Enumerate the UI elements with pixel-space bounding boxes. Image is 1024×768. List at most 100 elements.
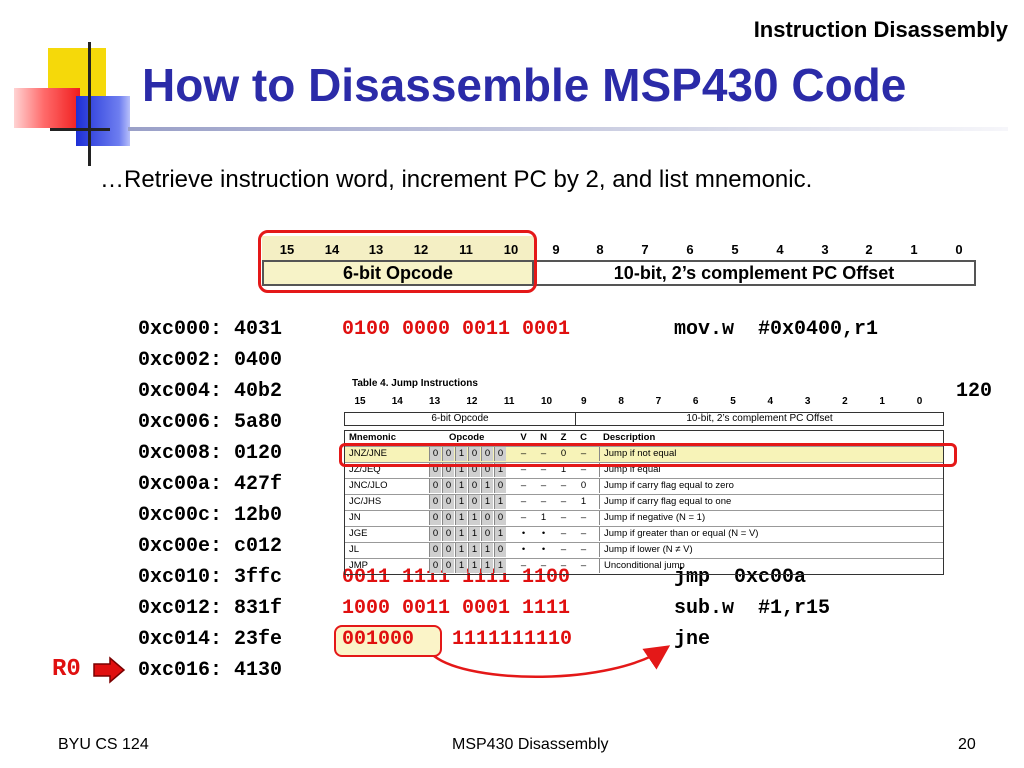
slide-subtitle: …Retrieve instruction word, increment PC…	[100, 166, 813, 193]
jump-table-row: JNZ/JNE 0 0 1 0 0 0– –0– Jump if not equal	[345, 447, 943, 463]
table-bit-number: 4	[767, 396, 774, 407]
row-mnemonic: JNC/JLO	[349, 480, 388, 491]
jne-opcode-highlight	[334, 625, 442, 657]
row-flag-n: –	[540, 496, 547, 507]
table-body: JNZ/JNE 0 0 1 0 0 0– –0– Jump if not equal JZ/JEQ…	[345, 447, 943, 574]
bit-number: 3	[821, 242, 829, 257]
row-flag-z: –	[560, 544, 567, 555]
row-opcode-bit: 1	[481, 495, 493, 509]
row-flag-v: –	[520, 512, 527, 523]
row-flag-z: –	[560, 528, 567, 539]
address-word: 0xc008: 0120	[138, 442, 283, 465]
bit-number: 8	[596, 242, 604, 257]
address-word: 0xc016: 4130	[138, 659, 283, 682]
row-flag-v: –	[520, 560, 527, 571]
header-mnemonic: Mnemonic	[349, 432, 396, 443]
row-flag-z: –	[560, 480, 567, 491]
row-opcode-bit: 1	[468, 543, 480, 557]
row-flag-v: –	[520, 480, 527, 491]
jump-table-row: JZ/JEQ 0 0 1 0 0 1– –1– Jump if equal	[345, 463, 943, 479]
listing-row: 0xc00e: c012	[138, 535, 282, 565]
decor-red-square	[14, 88, 80, 128]
table-bit-number: 5	[730, 396, 736, 407]
table-bit-format: 15 14 13 12 11 10 9 8 7 6 5 4 3 2 1 0 6-bit Opcode 10-b…	[344, 390, 944, 426]
jump-table-row: JMP 0 0 1 1 1 1– – – – Unconditional jump	[345, 559, 943, 574]
row-opcode-bit: 0	[442, 447, 454, 461]
address-word: 0xc002: 0400	[138, 349, 283, 372]
bit-number: 15	[279, 242, 295, 257]
row-description: Jump if not equal	[599, 447, 950, 461]
row-flag-z: 1	[560, 464, 567, 475]
bit-number: 2	[865, 242, 873, 257]
address-word: 0xc00e: c012	[138, 535, 283, 558]
table-offset-field: 10-bit, 2’s complement PC Offset	[576, 412, 944, 426]
row-description: Jump if negative (N = 1)	[599, 511, 950, 525]
jump-table-row: JC/JHS 0 0 1 0 1 1– – –1 Jump if carry flag equal…	[345, 495, 943, 511]
row-flag-n: 1	[540, 512, 547, 523]
row-opcode-bit: 0	[494, 511, 506, 525]
row-flag-c: –	[580, 544, 587, 555]
row-opcode-bit: 0	[429, 511, 441, 525]
footer-course: BYU CS 124	[58, 736, 149, 753]
listing-row: 0xc00a: 427f	[138, 473, 282, 503]
row-flag-c: –	[580, 512, 587, 523]
row-flag-v: •	[521, 544, 526, 555]
address-word: 0xc00a: 427f	[138, 473, 283, 496]
row-flag-n: –	[540, 480, 547, 491]
table-caption: Table 4. Jump Instructions	[352, 378, 478, 389]
footer-page-number: 20	[958, 736, 976, 753]
binary-offset: 1111111110	[452, 628, 573, 651]
row-flag-c: 1	[580, 496, 587, 507]
binary-opcode: 001000	[342, 628, 415, 651]
row-flag-v: •	[521, 528, 526, 539]
mnemonic: sub.w #1,r15	[674, 597, 831, 620]
row-mnemonic: JL	[349, 544, 360, 555]
row-opcode-bit: 1	[468, 511, 480, 525]
bit-number: 14	[324, 242, 340, 257]
opcode-bit-header-shading	[262, 236, 534, 260]
row-opcode-bit: 0	[442, 479, 454, 493]
address-word: 0xc004: 40b2	[138, 380, 283, 403]
listing-row: 0xc010: 3ffc 0011 1111 1111 1100 jmp 0xc00…	[138, 566, 806, 596]
table-bit-number: 15	[354, 396, 366, 407]
bit-number: 12	[413, 242, 429, 257]
row-opcode-bit: 0	[429, 495, 441, 509]
row-opcode-bit: 1	[481, 559, 493, 573]
table-bit-number: 2	[842, 396, 848, 407]
row-mnemonic: JZ/JEQ	[349, 464, 381, 475]
header-opcode: Opcode	[449, 432, 485, 443]
binary-word: 0100 0000 0011 0001	[342, 318, 571, 341]
listing-row: 0xc008: 0120	[138, 442, 282, 472]
row-opcode-bit: 1	[455, 495, 467, 509]
bit-number: 7	[641, 242, 649, 257]
row-flag-v: –	[520, 448, 527, 459]
table-bit-number: 12	[466, 396, 478, 407]
row-flag-n: –	[540, 560, 547, 571]
jump-table-row: JN 0 0 1 1 0 0–1– – Jump if negative (N = 1)	[345, 511, 943, 527]
row-opcode-bit: 1	[455, 559, 467, 573]
row-opcode-bit: 0	[494, 447, 506, 461]
row-opcode-bit: 0	[494, 543, 506, 557]
row-mnemonic: JN	[349, 512, 361, 523]
row-opcode-bit: 0	[442, 511, 454, 525]
pc-arrow-icon	[93, 656, 126, 684]
row-mnemonic: JNZ/JNE	[349, 448, 387, 459]
footer-topic: MSP430 Disassembly	[452, 736, 609, 753]
listing-row: 0xc004: 40b2 120	[138, 380, 992, 410]
row-flag-v: –	[520, 464, 527, 475]
row-opcode-bit: 0	[429, 527, 441, 541]
opcode-field: 6-bit Opcode	[262, 260, 534, 286]
row-description: Jump if equal	[599, 463, 950, 477]
row-opcode-bit: 1	[468, 559, 480, 573]
row-opcode-bit: 0	[442, 495, 454, 509]
title-underline-rule	[128, 127, 1008, 131]
row-opcode-bit: 1	[455, 527, 467, 541]
address-word: 0xc012: 831f	[138, 597, 283, 620]
row-opcode-bit: 1	[455, 447, 467, 461]
table-bit-number: 3	[804, 396, 811, 407]
row-opcode-bit: 0	[494, 479, 506, 493]
row-mnemonic: JMP	[349, 560, 368, 571]
row-flag-n: –	[540, 464, 547, 475]
listing-row: 0xc016: 4130	[138, 659, 282, 689]
row-flag-z: –	[560, 512, 567, 523]
